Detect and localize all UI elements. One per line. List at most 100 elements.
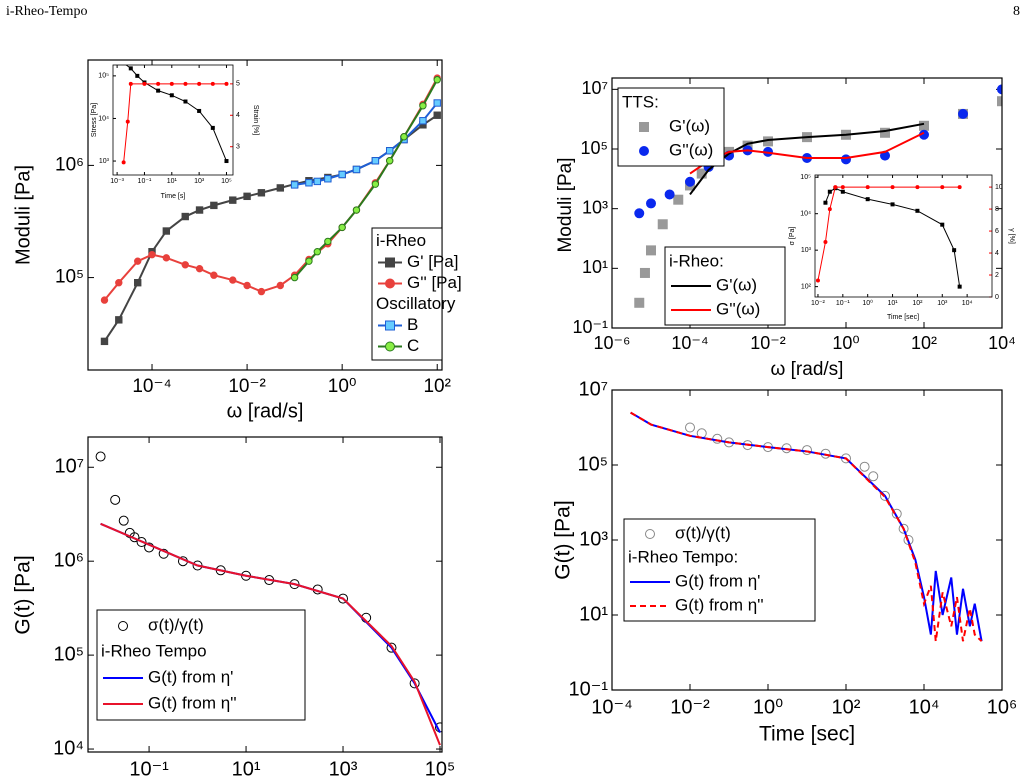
x-tick-label: 10⁵ bbox=[221, 178, 232, 185]
legend-title: i-Rheo bbox=[376, 231, 426, 250]
x-axis-label: Time [sec] bbox=[887, 314, 919, 321]
y-tick-label: 10³ bbox=[579, 528, 608, 550]
data-point bbox=[125, 119, 130, 124]
y-axis-label: Moduli [Pa] bbox=[555, 157, 576, 252]
x-tick-label: 10⁻⁴ bbox=[591, 696, 632, 718]
legend-label: G'' [Pa] bbox=[407, 273, 462, 292]
data-point bbox=[958, 108, 968, 119]
y-tick-label: 10⁷ bbox=[579, 378, 608, 400]
chart: 10⁻⁴ 10⁻² 10⁰ 10² 10⁴ 10⁶ 10⁻¹ 10¹ 10³ 10⁵ 10⁷ Time… bbox=[552, 378, 1018, 745]
data-point bbox=[433, 111, 441, 119]
data-point bbox=[210, 125, 215, 130]
y-tick-label: 10⁶ bbox=[54, 549, 84, 571]
y-tick-label: 10¹ bbox=[582, 257, 608, 277]
data-point bbox=[181, 261, 189, 269]
series-line bbox=[817, 186, 960, 281]
legend: i-Rheo: G'(ω) G''(ω) bbox=[664, 246, 786, 326]
data-point bbox=[243, 281, 251, 290]
legend-label: G'(ω) bbox=[669, 116, 710, 135]
y-tick-label: 10⁵ bbox=[98, 73, 109, 80]
x-tick-label: 10⁻⁴ bbox=[132, 376, 171, 397]
legend-label: G(t) from η' bbox=[148, 667, 233, 686]
x-tick-label: 10⁻² bbox=[228, 376, 266, 397]
x-tick-label: 10⁻² bbox=[670, 696, 710, 718]
y2-tick-label: 4 bbox=[236, 112, 240, 119]
data-point bbox=[386, 642, 397, 653]
y2-tick-label: 3 bbox=[236, 144, 240, 151]
data-point bbox=[352, 165, 361, 174]
x-tick-label: 10⁻² bbox=[811, 300, 825, 307]
legend-label: σ(t)/γ(t) bbox=[148, 615, 204, 634]
data-point bbox=[385, 147, 394, 155]
data-point bbox=[919, 120, 929, 131]
data-point bbox=[257, 287, 266, 296]
data-point bbox=[338, 593, 349, 604]
data-point bbox=[110, 494, 121, 505]
y-tick-label: 10³ bbox=[99, 158, 110, 165]
x-tick-label: 10⁵ bbox=[425, 758, 456, 778]
data-point bbox=[229, 276, 237, 284]
data-point bbox=[957, 185, 962, 190]
legend-label: C bbox=[407, 336, 419, 355]
data-point bbox=[115, 316, 123, 324]
data-point bbox=[865, 185, 870, 190]
data-point bbox=[673, 194, 684, 205]
data-point bbox=[898, 523, 909, 534]
data-point bbox=[195, 206, 204, 214]
data-point bbox=[257, 189, 266, 197]
data-point bbox=[156, 81, 161, 86]
legend-label: G' [Pa] bbox=[407, 252, 458, 271]
data-point bbox=[210, 271, 218, 279]
legend-label: B bbox=[407, 315, 418, 334]
legend-marker bbox=[639, 122, 649, 132]
data-point bbox=[841, 154, 851, 165]
plot-frame bbox=[814, 174, 993, 298]
data-point bbox=[183, 99, 188, 104]
data-point bbox=[195, 264, 204, 273]
data-point bbox=[181, 212, 189, 221]
data-point bbox=[915, 185, 920, 190]
data-point bbox=[419, 117, 427, 125]
data-point bbox=[823, 200, 828, 205]
series-line bbox=[824, 187, 961, 287]
x-tick-label: 10⁻¹ bbox=[129, 758, 169, 778]
legend-label: σ(t)/γ(t) bbox=[675, 523, 731, 542]
legend-title: i-Rheo Tempo: bbox=[628, 547, 738, 566]
legend-label: G'(ω) bbox=[716, 275, 757, 294]
data-point bbox=[940, 222, 945, 227]
data-point bbox=[276, 184, 285, 192]
y-tick-label: 10⁶ bbox=[55, 154, 84, 175]
y2-tick-label: 4 bbox=[995, 250, 999, 257]
legend: σ(t)/γ(t) i-Rheo Tempo: G(t) from η' G(t) f… bbox=[623, 518, 816, 622]
data-point bbox=[142, 81, 147, 86]
running-header: i-Rheo-Tempo bbox=[6, 4, 88, 19]
data-point bbox=[685, 422, 695, 433]
legend: i-Rheo G' [Pa] G'' [Pa] Oscillatory BC bbox=[371, 227, 462, 361]
y-axis-label: Stress [Pa] bbox=[91, 103, 98, 137]
legend-label: G(t) from η' bbox=[675, 571, 760, 590]
data-point bbox=[128, 81, 133, 86]
x-tick-label: 10³ bbox=[329, 758, 358, 778]
legend-box bbox=[617, 87, 725, 167]
x-axis-label: Time [sec] bbox=[759, 723, 855, 746]
data-point bbox=[409, 678, 420, 689]
data-point bbox=[95, 451, 106, 462]
data-point bbox=[210, 81, 215, 86]
legend-marker bbox=[118, 621, 128, 631]
x-axis-label: ω [rad/s] bbox=[771, 359, 844, 380]
data-point bbox=[118, 515, 129, 526]
x-tick-label: 10⁻⁴ bbox=[671, 333, 708, 353]
data-point bbox=[880, 490, 890, 501]
data-point bbox=[313, 248, 322, 256]
data-point bbox=[148, 250, 156, 259]
x-tick-label: 10⁻⁶ bbox=[594, 333, 631, 353]
y-axis-label: Moduli [Pa] bbox=[12, 165, 34, 265]
x-tick-label: 10⁻¹ bbox=[138, 178, 152, 185]
chart: 10⁻¹ 10¹ 10³ 10⁵ 10⁴ 10⁵ 10⁶ 10⁷ G(t) [Pa] σ(t)/γ… bbox=[12, 436, 456, 778]
series-layer bbox=[95, 451, 442, 746]
data-point bbox=[890, 202, 895, 207]
y-tick-label: 10² bbox=[801, 283, 812, 290]
x-tick-label: 10² bbox=[912, 300, 923, 307]
data-point bbox=[338, 170, 346, 179]
